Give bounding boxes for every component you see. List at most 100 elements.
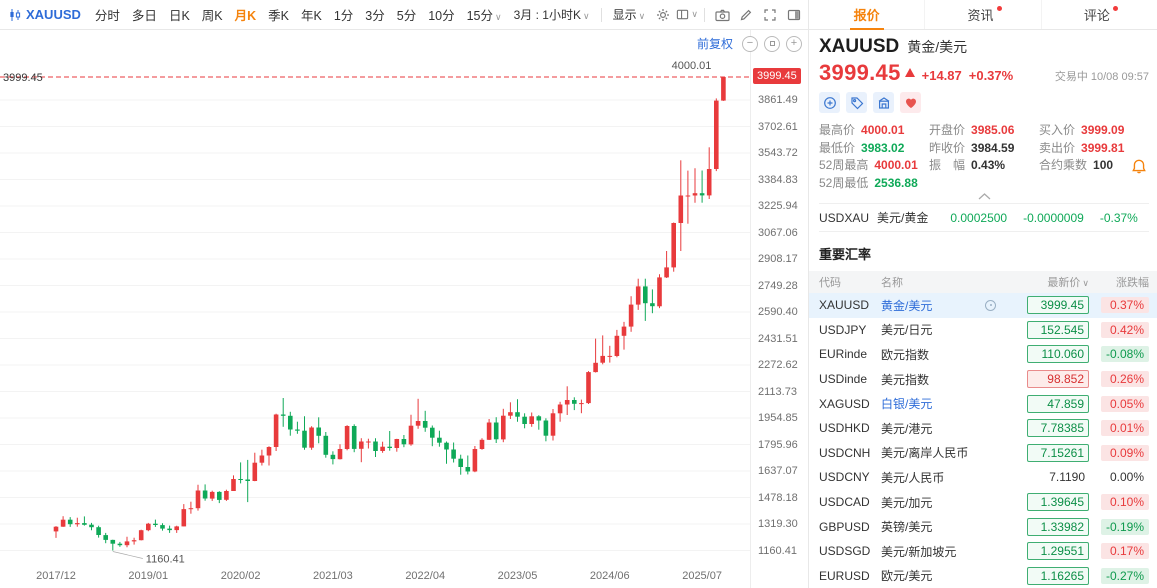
rate-name: 美元/港元 bbox=[881, 421, 933, 436]
toolbar-item-1分[interactable]: 1分 bbox=[333, 9, 354, 23]
rate-row-XAUUSD[interactable]: XAUUSD 黄金/美元 3999.45 0.37% bbox=[809, 293, 1157, 318]
toolbar-item-月K[interactable]: 月K bbox=[234, 9, 257, 23]
inverse-name: 美元/黄金 bbox=[877, 211, 929, 225]
top-bar: XAUUSD 分时 多日 日K 周K 月K 季K 年K 1分 3分 5分 10分 15分 ∨ 3月 : … bbox=[0, 0, 1157, 30]
rate-code: USDHKD bbox=[819, 421, 870, 436]
rate-row-EURinde[interactable]: EURinde 欧元指数 110.060 -0.08% bbox=[809, 342, 1157, 367]
toolbar-divider bbox=[600, 7, 602, 22]
toolbar-item-季K[interactable]: 季K bbox=[268, 9, 289, 23]
y-axis-label: 3861.49 bbox=[758, 94, 798, 106]
rate-row-USDHKD[interactable]: USDHKD 美元/港元 7.78385 0.01% bbox=[809, 416, 1157, 441]
locate-target-icon[interactable] bbox=[985, 299, 996, 311]
toolbar-item-10分[interactable]: 10分 bbox=[428, 9, 455, 23]
rate-name: 欧元指数 bbox=[881, 347, 930, 362]
svg-text:2025/07: 2025/07 bbox=[682, 570, 722, 582]
rate-row-XAGUSD[interactable]: XAGUSD 白银/美元 47.859 0.05% bbox=[809, 391, 1157, 416]
rate-last-price: 7.1190 bbox=[1049, 470, 1085, 485]
rate-row-GBPUSD[interactable]: GBPUSD 英镑/美元 1.33982 -0.19% bbox=[809, 514, 1157, 539]
fullscreen-expand-icon[interactable] bbox=[758, 4, 782, 26]
quote-panel-tabs: 报价 资讯 评论 bbox=[808, 0, 1157, 30]
toolbar-item-5分[interactable]: 5分 bbox=[396, 9, 417, 23]
settings-gear-icon[interactable] bbox=[651, 4, 675, 26]
candlestick-chart[interactable]: 3999.45 4000.01 1160.41 2017/12 2019/01 2020/… bbox=[0, 30, 750, 588]
header-code: 代码 bbox=[819, 277, 841, 289]
toolbar-item-15分[interactable]: 15分 ∨ bbox=[466, 9, 502, 23]
toolbar-item-分时[interactable]: 分时 bbox=[94, 9, 120, 23]
last-price: 3999.45 bbox=[819, 60, 901, 85]
rate-row-EURUSD[interactable]: EURUSD 欧元/美元 1.16265 -0.27% bbox=[809, 564, 1157, 588]
rate-row-USDCNY[interactable]: USDCNY 美元/人民币 7.1190 0.00% bbox=[809, 465, 1157, 490]
stat-买入价: 买入价 3999.09 bbox=[1039, 123, 1125, 137]
price-tag-icon[interactable] bbox=[846, 92, 867, 113]
stat-最高价: 最高价 4000.01 bbox=[819, 123, 905, 137]
rate-change-pct: 0.42% bbox=[1101, 321, 1149, 338]
display-dropdown[interactable]: 显示 ∨ bbox=[612, 8, 646, 22]
inverse-pair-row[interactable]: USDXAU 美元/黄金 0.0002500 -0.0000009 -0.37% bbox=[819, 203, 1149, 232]
candlestick-chart-area[interactable]: 3999.45 4000.01 1160.41 2017/12 2019/01 2020/… bbox=[0, 30, 808, 588]
favorite-heart-icon[interactable] bbox=[900, 92, 921, 113]
rate-row-USDCAD[interactable]: USDCAD 美元/加元 1.39645 0.10% bbox=[809, 490, 1157, 515]
rate-code: XAUUSD bbox=[819, 298, 870, 313]
right-panel-toggle-icon[interactable] bbox=[782, 4, 806, 26]
quote-name: 黄金/美元 bbox=[907, 39, 968, 55]
rate-row-USDSGD[interactable]: USDSGD 美元/新加坡元 1.29551 0.17% bbox=[809, 539, 1157, 564]
toolbar-item-多日[interactable]: 多日 bbox=[131, 9, 157, 23]
screenshot-camera-icon[interactable] bbox=[710, 4, 734, 26]
rate-code: GBPUSD bbox=[819, 519, 870, 534]
chevron-down-icon: ∨ bbox=[495, 12, 502, 22]
stat-卖出价: 卖出价 3999.81 bbox=[1039, 140, 1125, 155]
quote-panel: XAUUSD 黄金/美元 3999.45 +14.87 +0.37% 交易中 1… bbox=[808, 30, 1157, 588]
collapse-stats-chevron[interactable] bbox=[819, 191, 1149, 203]
rate-change-pct: 0.26% bbox=[1101, 371, 1149, 388]
rate-last-price: 7.78385 bbox=[1001, 419, 1089, 438]
rate-change-pct: 0.10% bbox=[1101, 494, 1149, 511]
toolbar-item-3分[interactable]: 3分 bbox=[365, 9, 385, 23]
section-title-important-rates: 重要汇率 bbox=[819, 247, 872, 262]
toolbar-symbol[interactable]: XAUUSD bbox=[26, 7, 81, 22]
rate-row-USDJPY[interactable]: USDJPY 美元/日元 152.545 0.42% bbox=[809, 318, 1157, 343]
layout-dropdown[interactable]: ∨ bbox=[675, 4, 699, 26]
stat-昨收价: 昨收价 3984.59 bbox=[929, 140, 1015, 155]
y-axis-label: 3225.94 bbox=[758, 200, 798, 212]
rate-change-pct: 0.17% bbox=[1101, 543, 1149, 560]
zoom-reset-button[interactable] bbox=[764, 35, 780, 52]
rate-name: 美元指数 bbox=[881, 372, 930, 387]
rate-row-USDinde[interactable]: USDinde 美元指数 98.852 0.26% bbox=[809, 367, 1157, 392]
panel-tab-报价[interactable]: 报价 bbox=[809, 0, 924, 30]
rate-change-pct: 0.37% bbox=[1101, 297, 1149, 314]
toolbar-item-日K[interactable]: 日K bbox=[168, 9, 190, 23]
header-last-price-sort[interactable]: 最新价 ∨ bbox=[1047, 277, 1089, 289]
rate-code: USDCAD bbox=[819, 495, 870, 510]
zoom-in-button[interactable]: + bbox=[786, 35, 802, 52]
rate-change-pct: -0.08% bbox=[1100, 346, 1149, 363]
range-period-dropdown[interactable]: 3月 : 1小时K ∨ bbox=[513, 8, 590, 22]
svg-text:2022/04: 2022/04 bbox=[405, 570, 445, 582]
zoom-out-button[interactable]: − bbox=[742, 35, 758, 52]
trading-status: 交易中 10/08 09:57 bbox=[1054, 71, 1149, 83]
rate-change-pct: 0.00% bbox=[1109, 470, 1144, 485]
toolbar-item-周K[interactable]: 周K bbox=[201, 9, 223, 23]
price-adjust-mode-button[interactable]: 前复权 bbox=[696, 37, 733, 51]
candlestick-logo-icon bbox=[8, 8, 22, 22]
rate-last-price: 152.545 bbox=[1001, 320, 1089, 339]
rate-code: USDJPY bbox=[819, 322, 867, 337]
rate-name: 美元/加元 bbox=[881, 495, 933, 510]
rate-row-USDCNH[interactable]: USDCNH 美元/离岸人民币 7.15261 0.09% bbox=[809, 441, 1157, 466]
draw-pencil-icon[interactable] bbox=[734, 4, 758, 26]
toolbar-item-年K[interactable]: 年K bbox=[301, 9, 322, 23]
stat-52周最低: 52周最低 2536.88 bbox=[819, 175, 918, 190]
rate-last-price: 47.859 bbox=[1001, 394, 1089, 413]
fundamentals-icon[interactable] bbox=[873, 92, 894, 113]
rate-code: USDinde bbox=[819, 372, 868, 387]
inverse-change: -0.0000009 bbox=[1023, 210, 1084, 225]
rate-code: XAGUSD bbox=[819, 396, 870, 411]
inverse-code: USDXAU bbox=[819, 210, 870, 225]
panel-tab-资讯[interactable]: 资讯 bbox=[924, 0, 1040, 29]
svg-text:3999.45: 3999.45 bbox=[3, 72, 43, 84]
rate-last-price: 1.16265 bbox=[1001, 566, 1089, 585]
price-alert-bell-icon[interactable] bbox=[1131, 158, 1147, 177]
sort-caret-icon: ∨ bbox=[1082, 278, 1089, 288]
compare-add-icon[interactable] bbox=[819, 92, 840, 113]
rate-last-price: 1.39645 bbox=[1001, 493, 1089, 512]
panel-tab-评论[interactable]: 评论 bbox=[1040, 0, 1157, 29]
